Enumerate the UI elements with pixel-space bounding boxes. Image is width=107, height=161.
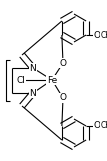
Text: CH₃: CH₃: [101, 30, 107, 39]
Text: O: O: [59, 58, 66, 67]
Text: O: O: [59, 94, 66, 103]
Text: O: O: [94, 122, 101, 131]
Text: Cl: Cl: [17, 76, 25, 85]
Text: Fe: Fe: [47, 76, 57, 85]
Text: N: N: [30, 89, 36, 98]
Text: O: O: [94, 30, 101, 39]
Text: N: N: [30, 63, 36, 72]
Text: CH₃: CH₃: [101, 122, 107, 131]
